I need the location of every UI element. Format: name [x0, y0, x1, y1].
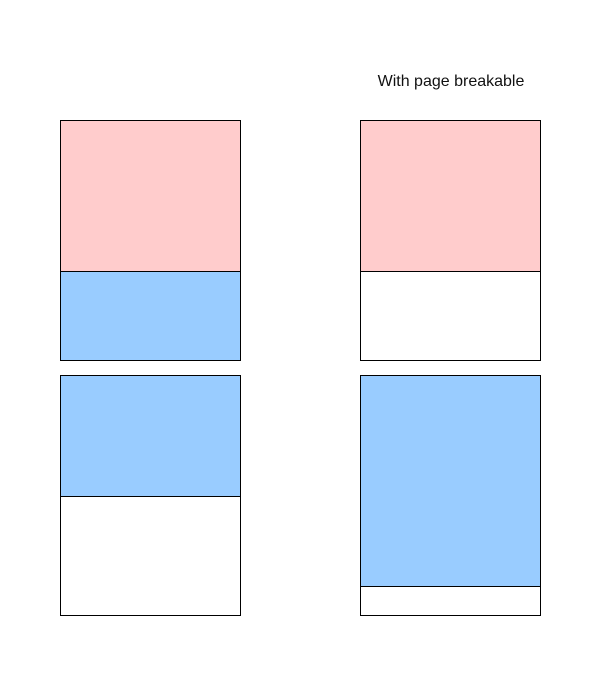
left-page-1-blue-block	[61, 272, 240, 360]
right-page-1	[360, 120, 541, 361]
right-page-1-empty-space	[361, 272, 540, 360]
right-page-2-empty-space	[361, 587, 540, 615]
right-column-caption: With page breakable	[377, 73, 525, 90]
left-page-2	[60, 375, 241, 616]
right-page-2-blue-block	[361, 376, 540, 587]
left-page-2-empty-space	[61, 497, 240, 615]
left-page-1	[60, 120, 241, 361]
right-page-1-pink-block	[361, 121, 540, 272]
left-page-1-pink-block	[61, 121, 240, 272]
left-page-2-blue-block	[61, 376, 240, 497]
right-page-2	[360, 375, 541, 616]
